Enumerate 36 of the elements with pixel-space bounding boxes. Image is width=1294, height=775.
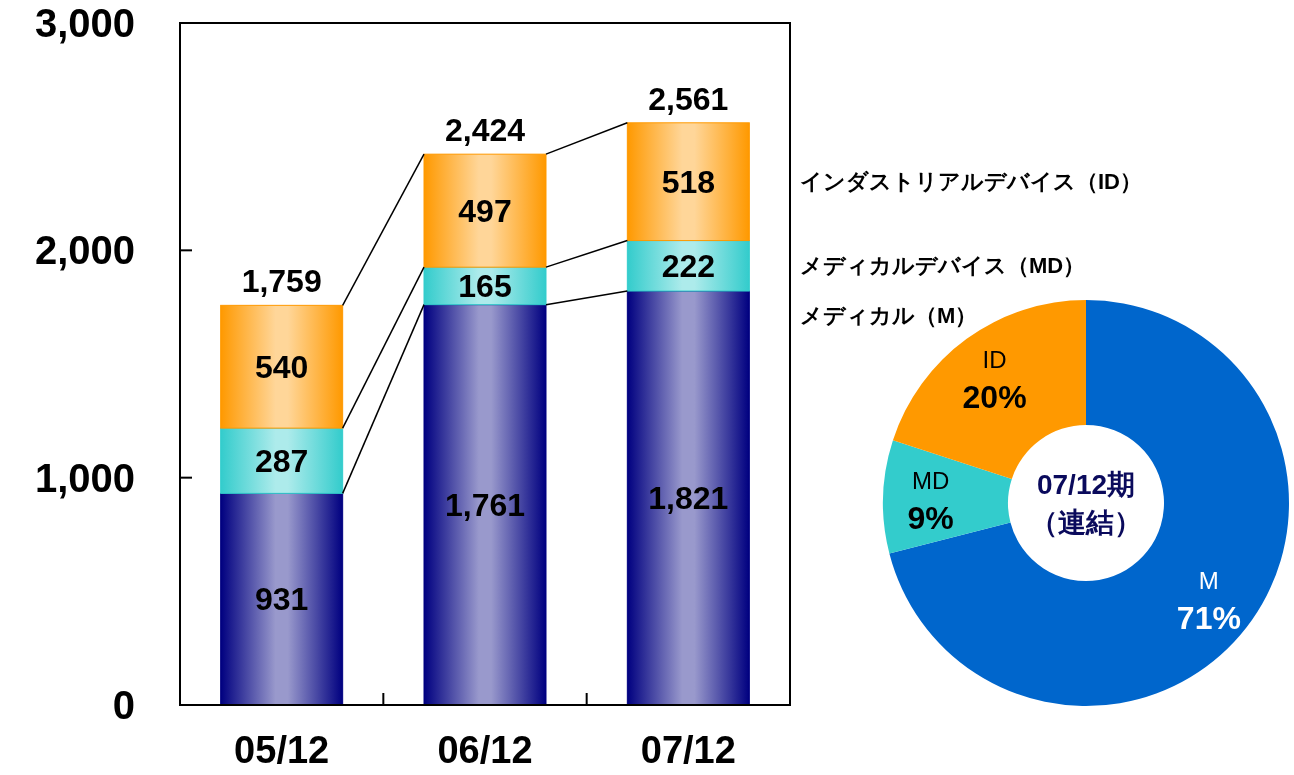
slice-label: MD [911, 466, 950, 494]
data-label: 287 [254, 442, 309, 479]
bar [220, 427, 344, 494]
bar [626, 290, 750, 706]
bar [423, 153, 547, 268]
y-tick-label: 2,000 [34, 228, 135, 273]
data-label: 20% [962, 379, 1027, 416]
total-label: 2,424 [444, 112, 526, 149]
total-label: 1,759 [241, 263, 322, 300]
data-label: 9% [907, 500, 954, 537]
text: 07/12期（連結） [1030, 468, 1142, 538]
y-tick-label: 3,000 [34, 1, 135, 45]
data-label: 1,821 [648, 480, 729, 517]
data-label: 222 [661, 247, 716, 284]
data-label: 931 [254, 581, 309, 618]
bar [626, 122, 750, 242]
bar [220, 304, 344, 429]
y-tick-label: 1,000 [34, 455, 135, 500]
data-label: 540 [254, 348, 309, 385]
x-tick-label: 06/12 [437, 729, 533, 771]
data-label: 165 [458, 267, 512, 304]
slice-label: ID [982, 345, 1007, 373]
data-label: 518 [661, 163, 716, 200]
data-label: 497 [458, 192, 512, 229]
x-tick-label: 07/12 [640, 729, 736, 771]
text: メディカルデバイス（MD） [800, 253, 1086, 279]
slice-label: M [1198, 566, 1219, 594]
bar [220, 492, 344, 706]
total-label: 2,561 [648, 80, 729, 117]
data-label: 71% [1176, 600, 1241, 637]
bar [423, 304, 547, 706]
text: メディカル（M） [800, 302, 978, 328]
data-label: 1,761 [444, 486, 526, 523]
text: インダストリアルデバイス（ID） [800, 169, 1142, 195]
y-tick-label: 0 [112, 683, 135, 727]
x-tick-label: 05/12 [234, 729, 330, 771]
